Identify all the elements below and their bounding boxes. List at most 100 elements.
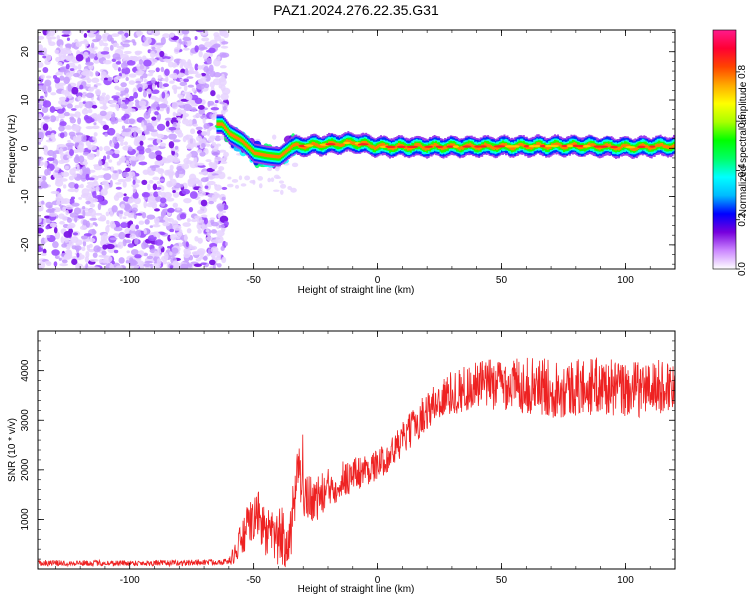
noise-blob [65, 124, 71, 130]
signal-segment [293, 143, 296, 147]
noise-blob [123, 211, 130, 217]
signal-segment [369, 144, 372, 148]
noise-blob [118, 157, 126, 163]
signal-segment [503, 143, 506, 147]
noise-blob [72, 173, 78, 178]
noise-blob [93, 245, 101, 253]
noise-blob [71, 124, 80, 132]
noise-blob [63, 76, 70, 84]
noise-blob [96, 149, 100, 157]
noise-blob [78, 196, 83, 200]
noise-blob [135, 224, 139, 230]
signal-segment [641, 143, 644, 147]
noise-blob [176, 58, 180, 66]
noise-blob [68, 131, 76, 137]
noise-blob [194, 35, 198, 40]
noise-blob [135, 80, 142, 84]
signal-segment [449, 143, 452, 147]
signal-segment [360, 141, 363, 145]
y-tick-label: 2000 [20, 458, 31, 481]
signal-segment [484, 142, 487, 147]
noise-blob [223, 155, 228, 161]
noise-blob [45, 209, 54, 213]
noise-blob [101, 92, 106, 96]
noise-blob [172, 191, 180, 198]
signal-segment [650, 146, 653, 150]
noise-blob [121, 125, 126, 130]
noise-blob [221, 41, 229, 45]
noise-blob [116, 162, 121, 166]
noise-blob [168, 126, 177, 131]
noise-blob [142, 55, 147, 60]
noise-blob [197, 190, 206, 197]
noise-blob [103, 145, 111, 152]
x-tick-label: 50 [496, 575, 508, 586]
noise-blob [280, 189, 284, 195]
noise-blob [123, 50, 132, 55]
noise-blob [38, 138, 43, 142]
noise-blob [119, 103, 128, 109]
noise-blob [92, 136, 97, 141]
signal-segment [390, 146, 393, 150]
signal-segment [617, 146, 620, 151]
noise-blob [157, 247, 162, 255]
signal-segment [565, 145, 568, 149]
noise-blob [66, 37, 70, 41]
spectrogram-y-ticks: 20 10 0 -10 -20 [20, 32, 675, 265]
noise-blob [45, 225, 50, 230]
noise-blob [205, 177, 209, 182]
noise-blob [42, 47, 48, 55]
noise-blob [223, 31, 230, 39]
signal-segment [442, 146, 445, 150]
noise-blob [278, 180, 285, 184]
signal-segment [655, 144, 658, 148]
signal-segment [283, 151, 286, 155]
signal-segment [487, 143, 490, 148]
noise-blob [179, 213, 187, 220]
signal-segment [667, 145, 670, 149]
signal-segment [504, 143, 507, 147]
noise-blob [221, 52, 230, 58]
noise-blob [219, 78, 227, 86]
noise-blob [62, 215, 68, 221]
noise-blob [99, 95, 106, 101]
noise-blob [162, 33, 170, 39]
noise-blob [133, 91, 139, 99]
noise-blob [38, 141, 42, 145]
signal-segment [457, 146, 460, 150]
signal-segment [287, 147, 290, 151]
snr-y-label: SNR (10 * v/v) [7, 418, 18, 482]
snr-x-ticks: -100 -50 0 50 100 [55, 331, 676, 586]
noise-blob [148, 151, 157, 160]
noise-blob [43, 218, 47, 226]
noise-blob [166, 197, 175, 202]
noise-blob [290, 187, 297, 193]
noise-blob [128, 73, 137, 78]
noise-blob [133, 211, 137, 220]
signal-segment [381, 142, 384, 147]
noise-blob [88, 144, 97, 151]
x-tick-label: 100 [617, 575, 634, 586]
noise-blob [72, 232, 79, 236]
signal-hotspot [561, 144, 569, 148]
noise-blob [201, 142, 206, 148]
signal-segment [252, 149, 255, 154]
signal-segment [536, 142, 539, 146]
noise-blob [89, 237, 96, 243]
noise-blob [180, 263, 189, 269]
signal-segment [475, 146, 478, 150]
noise-blob [209, 265, 214, 269]
x-tick-label: 0 [375, 575, 381, 586]
signal-segment [394, 145, 397, 150]
signal-segment [295, 142, 298, 146]
signal-segment [574, 142, 577, 147]
signal-segment [240, 138, 243, 143]
signal-segment [424, 147, 427, 151]
noise-blob [220, 109, 226, 115]
signal-segment [604, 143, 607, 147]
noise-blob [42, 116, 51, 120]
noise-blob [82, 91, 88, 95]
noise-blob [91, 42, 95, 49]
noise-blob [108, 159, 113, 163]
